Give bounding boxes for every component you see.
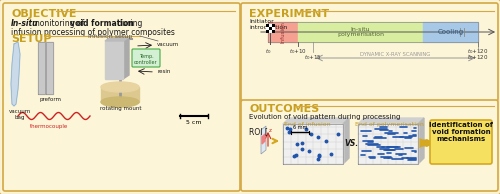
Text: 5 cm: 5 cm — [186, 120, 202, 125]
Bar — [272, 30, 275, 33]
Bar — [266, 24, 269, 27]
Text: thermocouple: thermocouple — [30, 124, 68, 129]
Text: rotating mount: rotating mount — [100, 106, 141, 111]
Text: Cooling: Cooling — [438, 29, 464, 35]
Polygon shape — [283, 118, 349, 124]
Text: In-situ
polymerisation: In-situ polymerisation — [337, 27, 384, 37]
Bar — [269, 30, 272, 33]
FancyBboxPatch shape — [430, 120, 492, 164]
Text: OUTCOMES: OUTCOMES — [249, 104, 320, 114]
FancyBboxPatch shape — [241, 3, 498, 101]
Text: End of polymerisation: End of polymerisation — [355, 122, 424, 127]
Bar — [358, 124, 418, 164]
Bar — [272, 27, 275, 30]
Bar — [38, 42, 45, 94]
Text: 6 mm: 6 mm — [293, 125, 307, 130]
Bar — [46, 42, 53, 94]
Text: $t_0$: $t_0$ — [265, 47, 271, 56]
Bar — [269, 24, 272, 27]
Ellipse shape — [101, 97, 139, 107]
Text: Evolution of void pattern during processing: Evolution of void pattern during process… — [249, 114, 400, 120]
Bar — [283, 124, 343, 164]
Text: SETUP: SETUP — [11, 34, 51, 44]
Text: vacuum
bag: vacuum bag — [9, 109, 31, 120]
Text: $t_0$+120: $t_0$+120 — [467, 47, 489, 56]
Text: preform: preform — [40, 97, 62, 102]
Text: EXPERIMENT: EXPERIMENT — [249, 9, 329, 19]
Polygon shape — [418, 118, 424, 164]
Bar — [266, 30, 269, 33]
Text: Infusion: Infusion — [280, 21, 285, 43]
Bar — [298, 22, 423, 42]
Text: In-situ: In-situ — [11, 19, 38, 28]
FancyBboxPatch shape — [132, 49, 160, 67]
Text: Temp.
controller: Temp. controller — [134, 54, 158, 65]
Text: Identification of
void formation
mechanisms: Identification of void formation mechani… — [429, 122, 493, 142]
Bar — [101, 87, 139, 102]
FancyBboxPatch shape — [3, 3, 240, 191]
Text: End of infusion: End of infusion — [284, 122, 331, 127]
Ellipse shape — [101, 82, 139, 92]
Polygon shape — [343, 118, 349, 164]
Bar — [269, 27, 272, 30]
Polygon shape — [105, 37, 129, 41]
Text: resin: resin — [157, 69, 170, 74]
Text: VS.: VS. — [345, 139, 359, 147]
Text: ROI [: ROI [ — [249, 127, 268, 136]
Text: DYNAMIC X-RAY SCANNING: DYNAMIC X-RAY SCANNING — [360, 52, 430, 57]
Polygon shape — [123, 37, 129, 79]
Text: $t_0$+120: $t_0$+120 — [467, 53, 489, 62]
Polygon shape — [262, 134, 265, 144]
Text: $t_0$+15: $t_0$+15 — [304, 53, 322, 62]
Polygon shape — [11, 42, 20, 106]
Text: OBJECTIVE: OBJECTIVE — [11, 9, 76, 19]
Bar — [423, 22, 478, 42]
FancyBboxPatch shape — [241, 100, 498, 191]
Text: infusion processing of polymer composites: infusion processing of polymer composite… — [11, 28, 175, 37]
Text: infusion setup: infusion setup — [88, 34, 132, 39]
Bar — [268, 22, 298, 42]
Text: monitoring of: monitoring of — [30, 19, 86, 28]
Text: Initiator
introduction: Initiator introduction — [249, 19, 287, 30]
Text: $t_0$+10: $t_0$+10 — [289, 47, 307, 56]
Bar — [272, 24, 275, 27]
Text: during: during — [115, 19, 142, 28]
Text: vacuum: vacuum — [157, 42, 179, 47]
Text: void formation: void formation — [70, 19, 134, 28]
Text: z: z — [269, 128, 272, 133]
Polygon shape — [261, 126, 266, 154]
Polygon shape — [358, 118, 424, 124]
Bar — [266, 27, 269, 30]
Bar — [105, 41, 123, 79]
